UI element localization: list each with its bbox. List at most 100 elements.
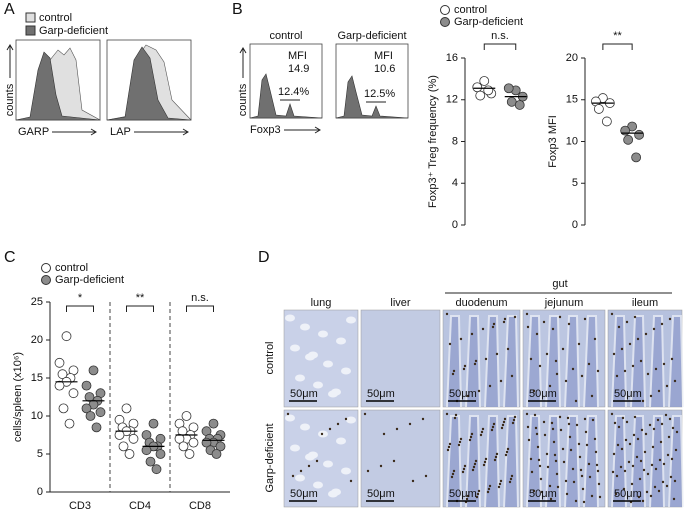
stained-cell	[611, 470, 615, 474]
scale-bar-label: 50μm	[529, 488, 557, 500]
significance-bracket	[66, 305, 94, 312]
stained-cell	[577, 342, 581, 346]
stained-cell	[463, 364, 467, 368]
stained-cell	[465, 497, 469, 501]
alveolus	[346, 316, 356, 324]
dot	[91, 422, 102, 433]
stained-cell	[526, 425, 530, 429]
stained-cell	[537, 458, 541, 462]
x-tick-label: CD8	[189, 500, 211, 512]
significance-bracket	[126, 305, 154, 312]
y-tick-label: 10	[31, 410, 43, 422]
axis-label: counts	[237, 83, 249, 116]
stained-cell	[651, 445, 655, 449]
stained-cell	[568, 435, 572, 439]
stained-cell	[504, 453, 508, 457]
stained-cell	[633, 415, 637, 419]
stained-cell	[446, 448, 450, 452]
stained-cell	[612, 352, 616, 356]
stained-cell	[659, 440, 663, 444]
histogram	[249, 43, 323, 119]
stained-cell	[548, 384, 552, 388]
column-label: jejunum	[544, 297, 584, 309]
scale-bar-label: 50μm	[614, 388, 642, 400]
scale-bar-label: 50μm	[290, 488, 318, 500]
villus	[611, 415, 627, 508]
villus	[503, 415, 519, 508]
stained-cell	[625, 420, 629, 424]
stained-cell	[572, 480, 576, 484]
significance-label: **	[136, 292, 145, 304]
stained-cell	[471, 468, 475, 472]
panel-label: C	[4, 249, 16, 266]
stained-cell	[553, 453, 557, 457]
stained-cell	[654, 367, 658, 371]
significance-label: n.s.	[191, 292, 209, 304]
stained-cell	[511, 421, 515, 425]
alveolus	[328, 390, 338, 398]
dot	[85, 411, 96, 421]
y-tick-label: 15	[566, 94, 578, 106]
stained-cell	[636, 337, 640, 341]
histology-image	[283, 409, 359, 508]
villus	[649, 415, 665, 508]
villus	[484, 415, 500, 508]
stained-cell	[640, 428, 644, 432]
stained-cell	[565, 492, 569, 496]
stained-cell	[408, 422, 412, 426]
alveolus	[313, 381, 323, 389]
stained-cell	[474, 359, 478, 363]
alveolus	[300, 423, 310, 431]
row-label: control	[264, 341, 276, 374]
stained-cell	[587, 462, 591, 466]
stained-cell	[502, 320, 506, 324]
stained-cell	[564, 479, 568, 483]
alveolus	[341, 467, 351, 475]
stained-cell	[486, 490, 490, 494]
stained-cell	[527, 438, 531, 442]
dot	[141, 445, 152, 456]
stained-cell	[670, 457, 674, 461]
stained-cell	[574, 399, 578, 403]
stained-cell	[610, 412, 614, 416]
stained-cell	[635, 455, 639, 459]
stained-cell	[451, 372, 455, 376]
stained-cell	[459, 337, 463, 341]
stained-cell	[577, 442, 581, 446]
stained-cell	[542, 320, 546, 324]
scale-bar-label: 50μm	[529, 388, 557, 400]
stained-cell	[610, 312, 614, 316]
dot	[174, 433, 185, 444]
stained-cell	[459, 437, 463, 441]
stained-cell	[533, 413, 537, 417]
dot	[623, 134, 634, 145]
stained-cell	[656, 418, 660, 422]
stained-cell	[578, 455, 582, 459]
stained-cell	[468, 438, 472, 442]
x-tick-label: CD3	[69, 500, 91, 512]
stained-cell	[623, 469, 627, 473]
stained-cell	[532, 389, 536, 393]
stained-cell	[672, 497, 676, 501]
stained-cell	[583, 417, 587, 421]
stained-cell	[499, 479, 503, 483]
stained-cell	[508, 480, 512, 484]
stained-cell	[525, 312, 529, 316]
stained-cell	[566, 416, 570, 420]
stained-cell	[344, 417, 348, 421]
stained-cell	[320, 432, 324, 436]
axis-arrow	[239, 47, 247, 78]
stained-cell	[447, 445, 451, 449]
stained-cell	[466, 494, 470, 498]
stained-cell	[479, 433, 483, 437]
stained-cell	[551, 427, 555, 431]
stained-cell	[653, 485, 657, 489]
dot	[124, 449, 135, 459]
stained-cell	[530, 470, 534, 474]
stained-cell	[502, 420, 506, 424]
stained-cell	[648, 423, 652, 427]
stained-cell	[382, 432, 386, 436]
legend-label: control	[454, 4, 487, 16]
stained-cell	[622, 487, 626, 491]
axis-arrow	[134, 128, 189, 136]
